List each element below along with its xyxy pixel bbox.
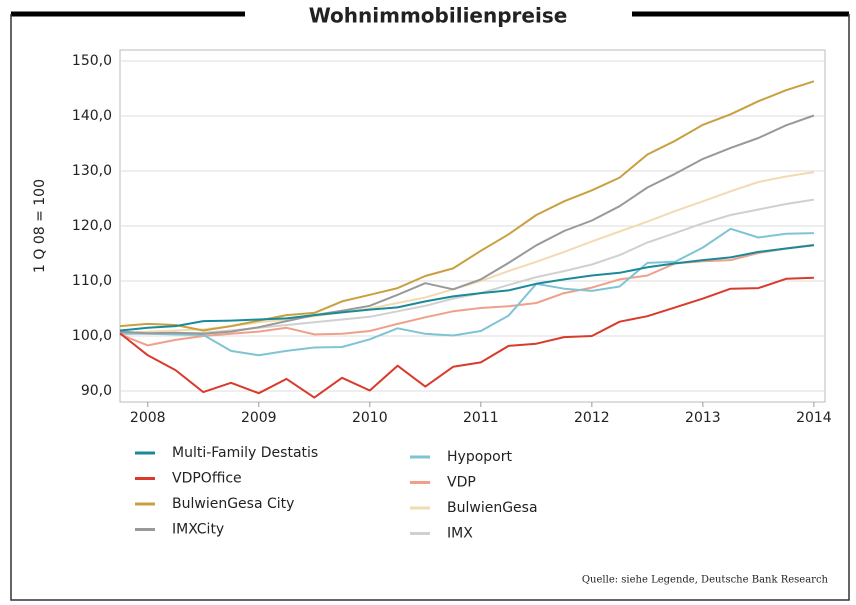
legend-label: Multi-Family Destatis — [172, 445, 318, 461]
legend-label: VDP — [447, 475, 476, 491]
frame — [10, 14, 850, 601]
series-line — [119, 276, 814, 399]
legend-label: IMX — [447, 526, 473, 542]
y-tick-label: 120,0 — [72, 218, 112, 234]
y-tick-label: 150,0 — [72, 53, 112, 69]
legend-label: Hypoport — [447, 449, 512, 465]
x-tick-label: 2011 — [463, 410, 499, 426]
x-tick-label: 2008 — [130, 410, 166, 426]
series-line — [119, 227, 814, 357]
legend-label: BulwienGesa City — [172, 496, 294, 512]
series-line — [119, 80, 815, 332]
legend-label: IMXCity — [172, 522, 224, 538]
x-tick-label: 2009 — [241, 410, 277, 426]
x-tick-label: 2014 — [796, 410, 832, 426]
y-tick-label: 100,0 — [72, 328, 112, 344]
y-tick-label: 90,0 — [81, 383, 112, 399]
series-line — [119, 198, 815, 336]
x-tick-label: 2013 — [685, 410, 721, 426]
y-axis-title: 1 Q 08 = 100 — [32, 179, 48, 273]
y-tick-label: 130,0 — [72, 163, 112, 179]
source: Quelle: siehe Legende, Deutsche Bank Res… — [582, 575, 829, 586]
legend-label: BulwienGesa — [447, 500, 538, 516]
series-line — [119, 114, 815, 335]
chart-title: Wohnimmobilienpreise — [309, 4, 568, 28]
x-tick-label: 2010 — [352, 410, 388, 426]
series-line — [119, 244, 815, 332]
x-tick-label: 2012 — [574, 410, 610, 426]
y-tick-label: 110,0 — [72, 273, 112, 289]
y-tick-label: 140,0 — [72, 108, 112, 124]
legend-label: VDPOffice — [172, 471, 242, 487]
